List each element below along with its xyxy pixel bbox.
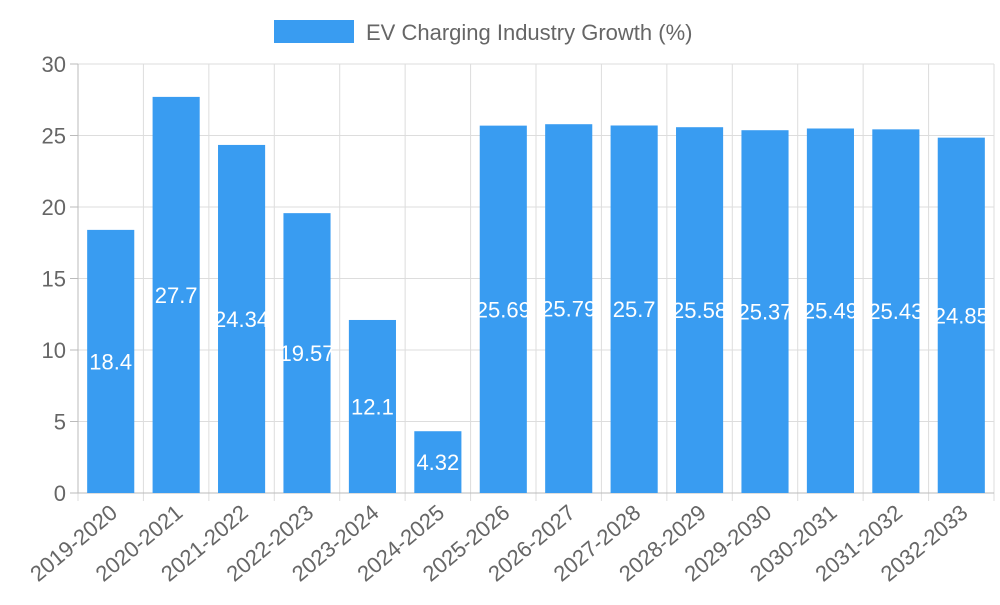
bar-2021-2022[interactable]: [218, 144, 266, 494]
y-tick-label: 20: [42, 195, 66, 220]
y-tick-label: 0: [54, 481, 66, 506]
y-tick-label: 30: [42, 52, 66, 77]
legend[interactable]: EV Charging Industry Growth (%): [274, 20, 692, 45]
data-label: 4.32: [416, 450, 459, 475]
bar-2029-2030[interactable]: [741, 130, 789, 494]
bar-2026-2027[interactable]: [545, 124, 593, 493]
data-label: 25.79: [541, 297, 596, 322]
y-axis-ticks: 0 5 10 15 20 25 30: [42, 52, 78, 506]
data-label: 19.57: [279, 341, 334, 366]
data-label: 27.7: [155, 283, 198, 308]
legend-label[interactable]: EV Charging Industry Growth (%): [366, 20, 692, 45]
bar-2020-2021[interactable]: [152, 96, 200, 493]
x-axis-ticks: 2019-20202020-20212021-20222022-20232023…: [25, 500, 972, 587]
y-tick-label: 5: [54, 410, 66, 435]
bar-2032-2033[interactable]: [937, 137, 985, 493]
data-label: 18.4: [89, 349, 132, 374]
y-tick-label: 15: [42, 267, 66, 292]
data-label: 24.34: [214, 307, 269, 332]
data-label: 25.7: [613, 297, 656, 322]
bar-2024-2025[interactable]: [414, 431, 462, 493]
bar-2028-2029[interactable]: [676, 127, 724, 494]
bar-2025-2026[interactable]: [479, 125, 527, 494]
bar-2027-2028[interactable]: [610, 125, 658, 494]
data-label: 12.1: [351, 394, 394, 419]
legend-swatch[interactable]: [274, 20, 354, 43]
data-label: 25.49: [803, 299, 858, 324]
bar-2022-2023[interactable]: [283, 213, 331, 494]
bar-2030-2031[interactable]: [806, 128, 854, 494]
data-label: 25.69: [476, 297, 531, 322]
data-labels: 18.4 27.7 24.34 19.57 12.1 4.32 25.69 25.79 25.7…: [89, 283, 989, 475]
data-label: 24.85: [934, 303, 989, 328]
bar-2031-2032[interactable]: [872, 129, 920, 493]
y-tick-label: 25: [42, 124, 66, 149]
bars: [87, 96, 985, 494]
data-label: 25.37: [737, 300, 792, 325]
bar-2019-2020[interactable]: [87, 229, 135, 493]
y-tick-label: 10: [42, 338, 66, 363]
data-label: 25.58: [672, 298, 727, 323]
bar-2023-2024[interactable]: [348, 319, 396, 493]
grid: [77, 63, 995, 501]
data-label: 25.43: [868, 299, 923, 324]
